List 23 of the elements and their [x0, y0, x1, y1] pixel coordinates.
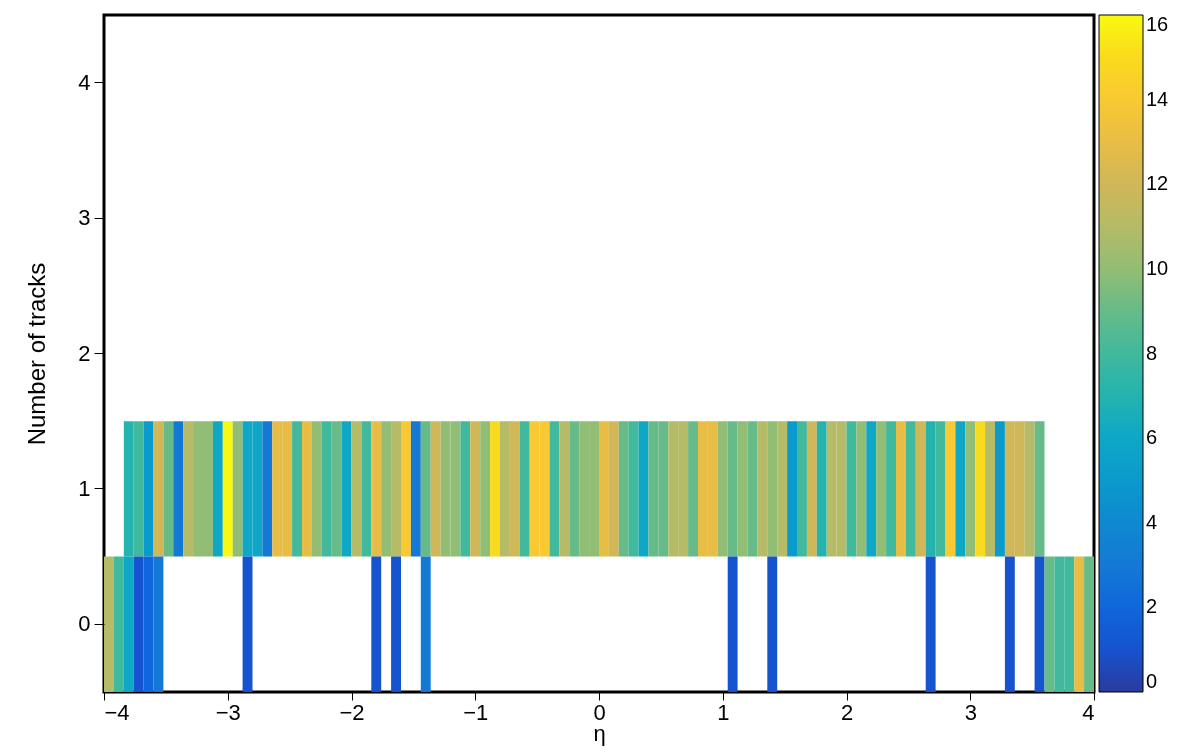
x-tick-label: −3 — [215, 699, 241, 725]
color-bar-label: 2 — [1146, 595, 1158, 618]
x-tick-label: −1 — [463, 699, 489, 725]
x-tick-label: 1 — [717, 699, 730, 725]
y-axis-title: Number of tracks — [23, 262, 51, 446]
x-tick-label: 4 — [1082, 699, 1095, 725]
color-bar-label: 6 — [1146, 426, 1158, 449]
y-tick-label: 1 — [78, 475, 91, 501]
color-bar-label: 16 — [1146, 13, 1169, 35]
x-tick-label: −4 — [104, 699, 130, 725]
y-tick-label: 0 — [78, 611, 91, 637]
color-bar-label: 0 — [1146, 670, 1158, 692]
y-tick-label: 3 — [78, 205, 91, 231]
y-tick-label: 4 — [78, 69, 91, 95]
x-tick-label: 3 — [964, 699, 977, 725]
color-bar-label: 14 — [1146, 87, 1169, 110]
x-tick-label: 2 — [840, 699, 854, 725]
color-bar-label: 8 — [1146, 341, 1158, 364]
color-bar-label: 10 — [1146, 256, 1169, 279]
color-bar-label: 4 — [1146, 510, 1158, 533]
color-bar-label: 12 — [1146, 172, 1169, 195]
x-tick-label: −2 — [339, 699, 365, 725]
y-tick-label: 2 — [78, 340, 91, 366]
